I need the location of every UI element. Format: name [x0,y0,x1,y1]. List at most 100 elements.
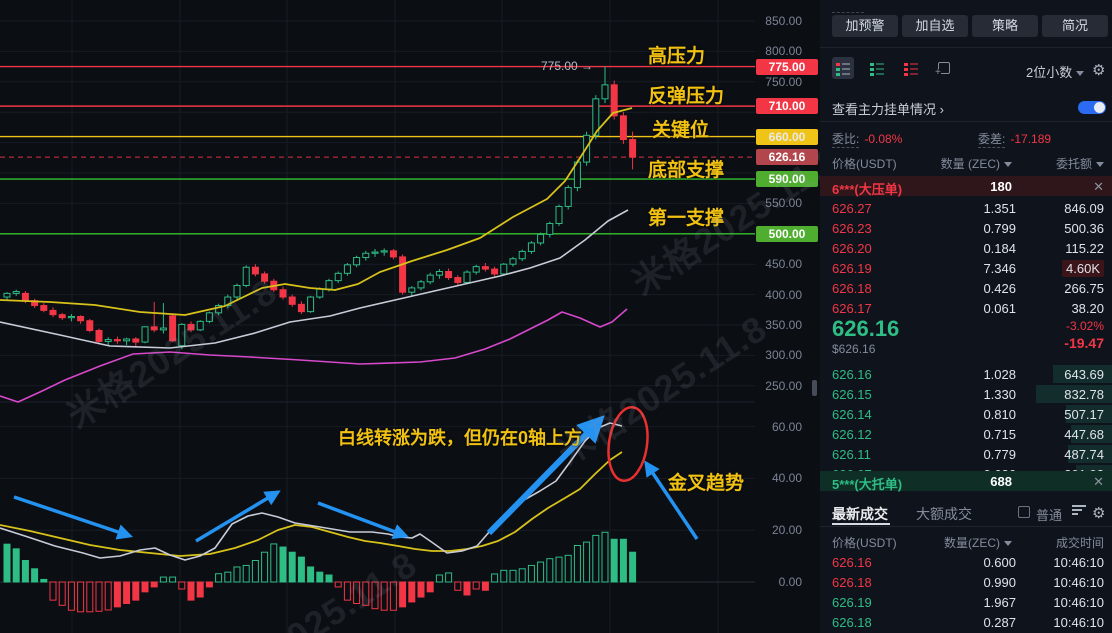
ask-row[interactable]: 626.18 0.426 266.75 [820,278,1112,298]
book-mode-bids-icon[interactable] [866,57,888,79]
order-qty: 7.346 [983,261,1016,276]
decimals-dropdown[interactable]: 2位小数 [1026,62,1085,81]
axis-tick: 60.00 [771,419,802,434]
change-value: -19.47 [1064,335,1104,351]
axis-tick: 300.00 [765,348,802,363]
sort-icon[interactable] [1072,505,1086,518]
main-orders-link[interactable]: 查看主力挂单情况 › [832,102,944,117]
axis-tick: 0.00 [778,575,802,589]
order-qty: 0.810 [983,407,1016,422]
trade-col-price: 价格(USDT) [832,536,897,550]
trade-price: 626.18 [832,615,872,630]
order-price: 626.20 [832,241,872,256]
change-percent: -3.02% [1065,319,1104,333]
order-price: 626.19 [832,261,872,276]
order-qty: 0.799 [983,221,1016,236]
order-qty: 0.779 [983,447,1016,462]
order-amount: 846.09 [1064,201,1104,216]
axis-tick: 550.00 [765,196,802,211]
bid-row[interactable]: 626.12 0.715 447.68 [820,424,1112,444]
trade-row: 626.18 0.990 10:46:10 [820,572,1112,592]
order-price: 626.12 [832,427,872,442]
order-amount: 266.75 [1064,281,1104,296]
gear-icon[interactable]: ⚙ [1092,505,1106,522]
gear-icon[interactable]: ⚙ [1092,62,1106,79]
ask-row[interactable]: 626.19 7.346 4.60K [820,258,1112,278]
axis-tick: 750.00 [765,74,802,89]
chart-annotation: 高压力 [648,46,706,67]
bid-row[interactable]: 626.16 1.028 643.69 [820,364,1112,384]
order-amount: 500.36 [1064,221,1104,236]
big-buy-order-row[interactable]: 5***(大托单) 688 ✕ [820,471,1112,492]
orderbook-panel: 加预警 加自选 策略 简况 + 2位小数 ⚙ 查看主力挂单情况 › [820,0,1112,633]
chart-annotation: 金叉趋势 [668,473,745,494]
order-amount: 4.60K [1024,260,1104,277]
price-level-badge: 710.00 [756,98,818,115]
price-level-badge: 500.00 [756,225,818,242]
clipped-row-stub [832,12,864,13]
trade-qty: 1.967 [983,595,1016,610]
book-mode-asks-icon[interactable] [900,57,922,79]
tab-latest-trades[interactable]: 最新成交 [832,506,888,522]
axis-tick: 800.00 [765,44,802,59]
chart-annotation: 白线转涨为跌，但仍在0轴上方 [338,428,583,448]
order-qty: 0.715 [983,427,1016,442]
depth-bar [1053,365,1112,383]
col-qty[interactable]: 数量 (ZEC) [941,155,1012,172]
trade-col-qty[interactable]: 数量(ZEC) [944,534,1012,551]
order-price: 626.16 [832,367,872,382]
add-alert-button[interactable]: 加预警 [832,15,898,37]
ask-row[interactable]: 626.27 1.351 846.09 [820,198,1112,218]
ask-row[interactable]: 626.23 0.799 500.36 [820,218,1112,238]
commission-diff: 委差: -17.189 [978,132,1052,148]
tab-large-trades[interactable]: 大额成交 [916,506,972,522]
trade-qty: 0.990 [983,575,1016,590]
trade-row: 626.16 0.600 10:46:10 [820,552,1112,572]
order-amount: 447.68 [1064,427,1104,442]
chart-annotation: 第一支撑 [648,208,725,229]
order-amount: 487.74 [1064,447,1104,462]
bid-row[interactable]: 626.15 1.330 832.78 [820,384,1112,404]
close-icon[interactable]: ✕ [1093,474,1104,489]
close-icon[interactable]: ✕ [1093,179,1104,194]
trade-price: 626.18 [832,575,872,590]
price-level-badge: 590.00 [756,171,818,188]
order-price: 626.27 [832,201,872,216]
trade-time: 10:46:10 [1053,595,1104,610]
order-price: 626.14 [832,407,872,422]
ask-row[interactable]: 626.17 0.061 38.20 [820,298,1112,318]
normal-checkbox[interactable] [1018,506,1030,518]
order-price: 626.23 [832,221,872,236]
order-amount: 38.20 [1071,301,1104,316]
profile-button[interactable]: 简况 [1042,15,1108,37]
order-price: 626.15 [832,387,872,402]
book-mode-both-icon[interactable] [832,57,854,79]
big-sell-order-row[interactable]: 6***(大压单) 180 ✕ [820,176,1112,197]
trade-col-time: 成交时间 [1055,536,1104,550]
last-price: 626.16 [832,316,900,341]
trade-price: 626.19 [832,595,872,610]
panel-scrollbar[interactable] [812,380,817,396]
col-price: 价格(USDT) [832,157,897,171]
strategy-button[interactable]: 策略 [972,15,1038,37]
bid-row[interactable]: 626.11 0.779 487.74 [820,444,1112,464]
trade-price: 626.16 [832,555,872,570]
price-level-badge: 660.00 [756,128,818,145]
depth-bar [1036,385,1112,403]
peak-price-label: 775.00 → [541,59,594,73]
order-qty: 1.028 [983,367,1016,382]
col-amount[interactable]: 委托额 [1056,155,1104,172]
trade-time: 10:46:10 [1053,575,1104,590]
axis-tick: 850.00 [765,14,802,28]
order-amount: 115.22 [1065,241,1104,256]
chevron-right-icon: › [939,102,944,117]
ask-row[interactable]: 626.20 0.184 115.22 [820,238,1112,258]
bid-row[interactable]: 626.14 0.810 507.17 [820,404,1112,424]
depth-bar [1066,405,1112,423]
chart-annotation: 底部支撑 [648,160,725,181]
add-favorite-button[interactable]: 加自选 [902,15,968,37]
price-chart[interactable] [0,0,820,633]
main-orders-toggle[interactable] [1078,101,1106,114]
order-qty: 1.330 [983,387,1016,402]
add-panel-icon[interactable]: + [934,57,956,79]
